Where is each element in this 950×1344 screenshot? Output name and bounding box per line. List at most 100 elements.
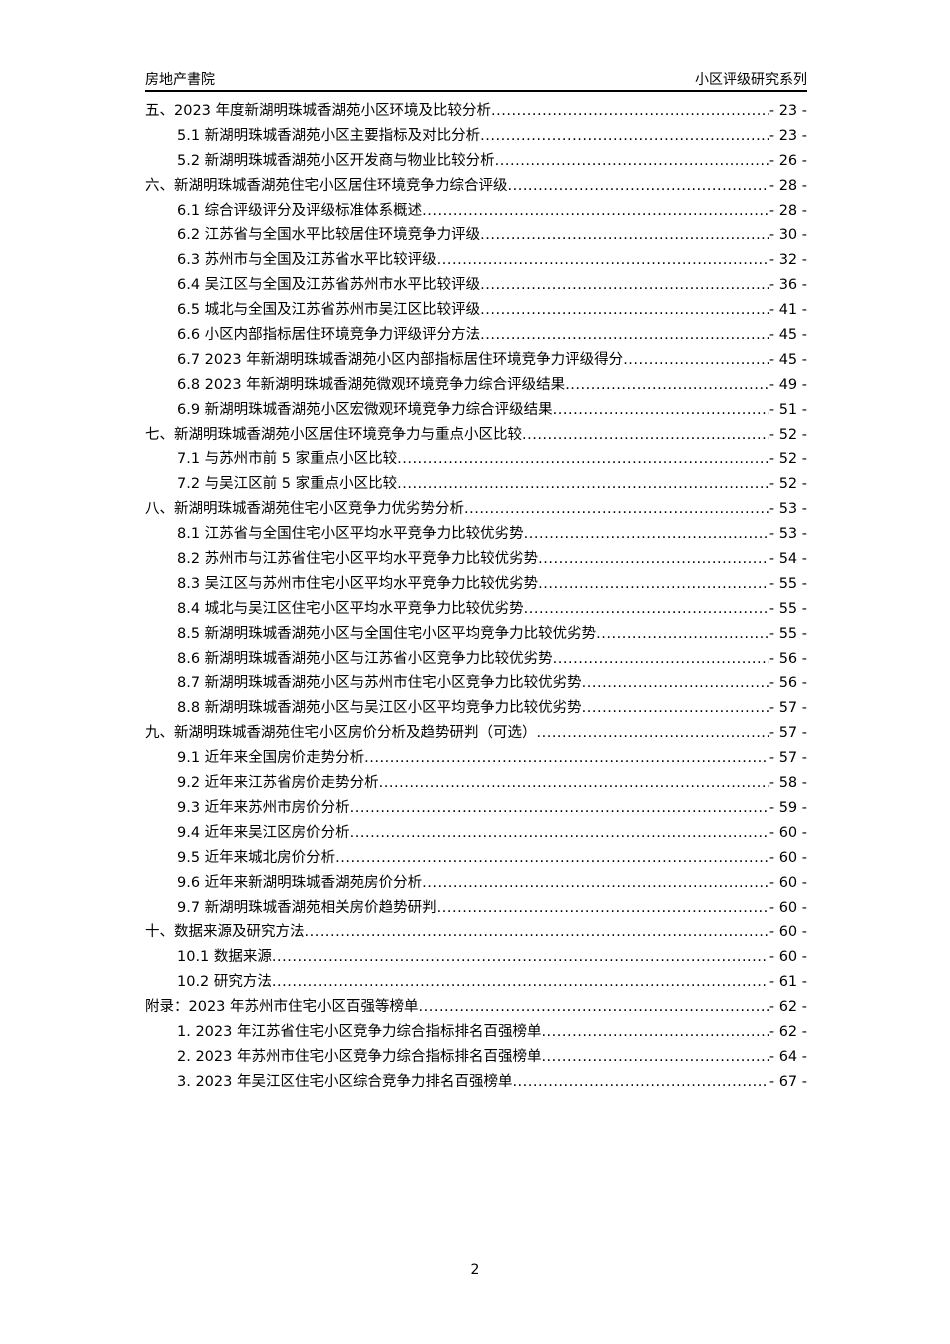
dot-leader <box>582 696 769 721</box>
toc-entry-title: 8.4 城北与吴江区住宅小区平均水平竞争力比较优劣势 <box>177 600 524 617</box>
toc-entry[interactable]: 5.1 新湖明珠城香湖苑小区主要指标及对比分析 - 23 - <box>145 124 807 149</box>
toc-entry[interactable]: 8.2 苏州市与江苏省住宅小区平均水平竞争力比较优劣势 - 54 - <box>145 547 807 572</box>
toc-entry-title: 6.5 城北与全国及江苏省苏州市吴江区比较评级 <box>177 302 481 319</box>
toc-entry-title: 六、新湖明珠城香湖苑住宅小区居住环境竞争力综合评级 <box>145 177 508 194</box>
toc-entry[interactable]: 6.1 综合评级评分及评级标准体系概述 - 28 - <box>145 199 807 224</box>
dot-leader <box>480 273 769 298</box>
toc-entry[interactable]: 3. 2023 年吴江区住宅小区综合竞争力排名百强榜单 - 67 - <box>145 1070 807 1095</box>
dot-leader <box>541 1045 768 1070</box>
toc-entry[interactable]: 9.7 新湖明珠城香湖苑相关房价趋势研判 - 60 - <box>145 896 807 921</box>
toc-entry-page: - 36 - <box>768 277 807 294</box>
toc-entry[interactable]: 6.6 小区内部指标居住环境竞争力评级评分方法 - 45 - <box>145 323 807 348</box>
toc-entry[interactable]: 6.2 江苏省与全国水平比较居住环境竞争力评级 - 30 - <box>145 223 807 248</box>
toc-entry-page: - 60 - <box>768 824 807 841</box>
toc-entry[interactable]: 10.1 数据来源 - 60 - <box>145 945 807 970</box>
toc-entry[interactable]: 8.7 新湖明珠城香湖苑小区与苏州市住宅小区竞争力比较优劣势 - 56 - <box>145 671 807 696</box>
toc-entry[interactable]: 5.2 新湖明珠城香湖苑小区开发商与物业比较分析 - 26 - <box>145 149 807 174</box>
toc-entry-page: - 62 - <box>768 1023 807 1040</box>
toc-entry-page: - 64 - <box>768 1048 807 1065</box>
toc-entry-page: - 23 - <box>768 127 807 144</box>
toc-entry[interactable]: 附录：2023 年苏州市住宅小区百强等榜单 - 62 - <box>145 995 807 1020</box>
dot-leader <box>495 149 769 174</box>
toc-entry[interactable]: 8.1 江苏省与全国住宅小区平均水平竞争力比较优劣势 - 53 - <box>145 522 807 547</box>
toc-entry[interactable]: 9.5 近年来城北房价分析 - 60 - <box>145 846 807 871</box>
toc-entry[interactable]: 9.6 近年来新湖明珠城香湖苑房价分析 - 60 - <box>145 871 807 896</box>
toc-entry[interactable]: 七、新湖明珠城香湖苑小区居住环境竞争力与重点小区比较 - 52 - <box>145 423 807 448</box>
toc-entry-page: - 30 - <box>768 227 807 244</box>
toc-entry[interactable]: 八、新湖明珠城香湖苑住宅小区竞争力优劣势分析 - 53 - <box>145 497 807 522</box>
toc-entry[interactable]: 6.3 苏州市与全国及江苏省水平比较评级 - 32 - <box>145 248 807 273</box>
toc-entry-title: 9.4 近年来吴江区房价分析 <box>177 824 350 841</box>
dot-leader <box>524 522 769 547</box>
toc-entry-title: 5.1 新湖明珠城香湖苑小区主要指标及对比分析 <box>177 127 481 144</box>
toc-entry-page: - 53 - <box>768 526 807 543</box>
toc-entry-title: 9.6 近年来新湖明珠城香湖苑房价分析 <box>177 874 423 891</box>
toc-entry[interactable]: 8.3 吴江区与苏州市住宅小区平均水平竞争力比较优劣势 - 55 - <box>145 572 807 597</box>
toc-entry-page: - 28 - <box>768 202 807 219</box>
toc-entry[interactable]: 9.3 近年来苏州市房价分析 - 59 - <box>145 796 807 821</box>
toc-entry[interactable]: 9.2 近年来江苏省房价走势分析 - 58 - <box>145 771 807 796</box>
toc-entry[interactable]: 六、新湖明珠城香湖苑住宅小区居住环境竞争力综合评级 - 28 - <box>145 174 807 199</box>
dot-leader <box>335 846 769 871</box>
toc-entry-page: - 26 - <box>768 152 807 169</box>
toc-entry[interactable]: 10.2 研究方法 - 61 - <box>145 970 807 995</box>
toc-entry-page: - 55 - <box>768 625 807 642</box>
dot-leader <box>553 647 769 672</box>
dot-leader <box>272 945 769 970</box>
header-series: 小区评级研究系列 <box>695 72 807 88</box>
toc-entry[interactable]: 8.8 新湖明珠城香湖苑小区与吴江区小区平均竞争力比较优劣势 - 57 - <box>145 696 807 721</box>
dot-leader <box>464 497 769 522</box>
table-of-contents: 五、2023 年度新湖明珠城香湖苑小区环境及比较分析- 23 -5.1 新湖明珠… <box>145 99 807 1095</box>
dot-leader <box>512 1070 768 1095</box>
toc-entry-title: 3. 2023 年吴江区住宅小区综合竞争力排名百强榜单 <box>177 1073 513 1090</box>
toc-entry[interactable]: 8.5 新湖明珠城香湖苑小区与全国住宅小区平均竞争力比较优劣势 - 55 - <box>145 622 807 647</box>
toc-entry[interactable]: 8.6 新湖明珠城香湖苑小区与江苏省小区竞争力比较优劣势 - 56 - <box>145 647 807 672</box>
dot-leader <box>397 472 769 497</box>
toc-entry[interactable]: 6.7 2023 年新湖明珠城香湖苑小区内部指标居住环境竞争力评级得分 - 45 … <box>145 348 807 373</box>
toc-entry-title: 8.1 江苏省与全国住宅小区平均水平竞争力比较优劣势 <box>177 526 524 543</box>
toc-entry-title: 八、新湖明珠城香湖苑住宅小区竞争力优劣势分析 <box>145 501 464 518</box>
toc-entry[interactable]: 6.8 2023 年新湖明珠城香湖苑微观环境竞争力综合评级结果 - 49 - <box>145 373 807 398</box>
toc-entry-page: - 53 - <box>768 501 807 518</box>
dot-leader <box>480 298 769 323</box>
toc-entry[interactable]: 2. 2023 年苏州市住宅小区竞争力综合指标排名百强榜单 - 64 - <box>145 1045 807 1070</box>
toc-entry[interactable]: 1. 2023 年江苏省住宅小区竞争力综合指标排名百强榜单 - 62 - <box>145 1020 807 1045</box>
toc-entry[interactable]: 8.4 城北与吴江区住宅小区平均水平竞争力比较优劣势 - 55 - <box>145 597 807 622</box>
dot-leader <box>537 721 769 746</box>
toc-entry-page: - 59 - <box>768 799 807 816</box>
dot-leader <box>596 622 769 647</box>
toc-entry-page: - 54 - <box>768 551 807 568</box>
dot-leader <box>491 99 769 124</box>
toc-entry-page: - 49 - <box>768 376 807 393</box>
toc-entry[interactable]: 6.5 城北与全国及江苏省苏州市吴江区比较评级 - 41 - <box>145 298 807 323</box>
toc-entry[interactable]: 9.1 近年来全国房价走势分析 - 57 - <box>145 746 807 771</box>
toc-entry[interactable]: 6.4 吴江区与全国及江苏省苏州市水平比较评级 - 36 - <box>145 273 807 298</box>
toc-entry-title: 8.5 新湖明珠城香湖苑小区与全国住宅小区平均竞争力比较优劣势 <box>177 625 597 642</box>
toc-entry-title: 8.6 新湖明珠城香湖苑小区与江苏省小区竞争力比较优劣势 <box>177 650 553 667</box>
dot-leader <box>480 124 769 149</box>
dot-leader <box>379 771 769 796</box>
toc-entry[interactable]: 6.9 新湖明珠城香湖苑小区宏微观环境竞争力综合评级结果 - 51 - <box>145 398 807 423</box>
toc-entry-title: 2. 2023 年苏州市住宅小区竞争力综合指标排名百强榜单 <box>177 1048 542 1065</box>
toc-entry-page: - 52 - <box>768 476 807 493</box>
toc-entry[interactable]: 十、数据来源及研究方法 - 60 - <box>145 920 807 945</box>
toc-entry[interactable]: 九、新湖明珠城香湖苑住宅小区房价分析及趋势研判（可选） - 57 - <box>145 721 807 746</box>
toc-entry-page: - 62 - <box>768 999 807 1016</box>
toc-entry-page: - 60 - <box>768 924 807 941</box>
toc-entry-page: - 45 - <box>768 351 807 368</box>
dot-leader <box>553 398 769 423</box>
toc-entry[interactable]: 五、2023 年度新湖明珠城香湖苑小区环境及比较分析 - 23 - <box>145 99 807 124</box>
toc-entry-page: - 60 - <box>768 874 807 891</box>
toc-entry-page: - 41 - <box>768 302 807 319</box>
dot-leader <box>538 547 769 572</box>
dot-leader <box>541 1020 768 1045</box>
toc-entry[interactable]: 9.4 近年来吴江区房价分析 - 60 - <box>145 821 807 846</box>
toc-entry[interactable]: 7.1 与苏州市前 5 家重点小区比较 - 52 - <box>145 447 807 472</box>
toc-entry-title: 十、数据来源及研究方法 <box>145 924 305 941</box>
toc-entry[interactable]: 7.2 与吴江区前 5 家重点小区比较 - 52 - <box>145 472 807 497</box>
toc-entry-title: 6.4 吴江区与全国及江苏省苏州市水平比较评级 <box>177 277 481 294</box>
header-publisher: 房地产書院 <box>145 72 215 88</box>
toc-entry-page: - 52 - <box>768 426 807 443</box>
toc-entry-title: 10.1 数据来源 <box>177 949 272 966</box>
dot-leader <box>397 447 769 472</box>
